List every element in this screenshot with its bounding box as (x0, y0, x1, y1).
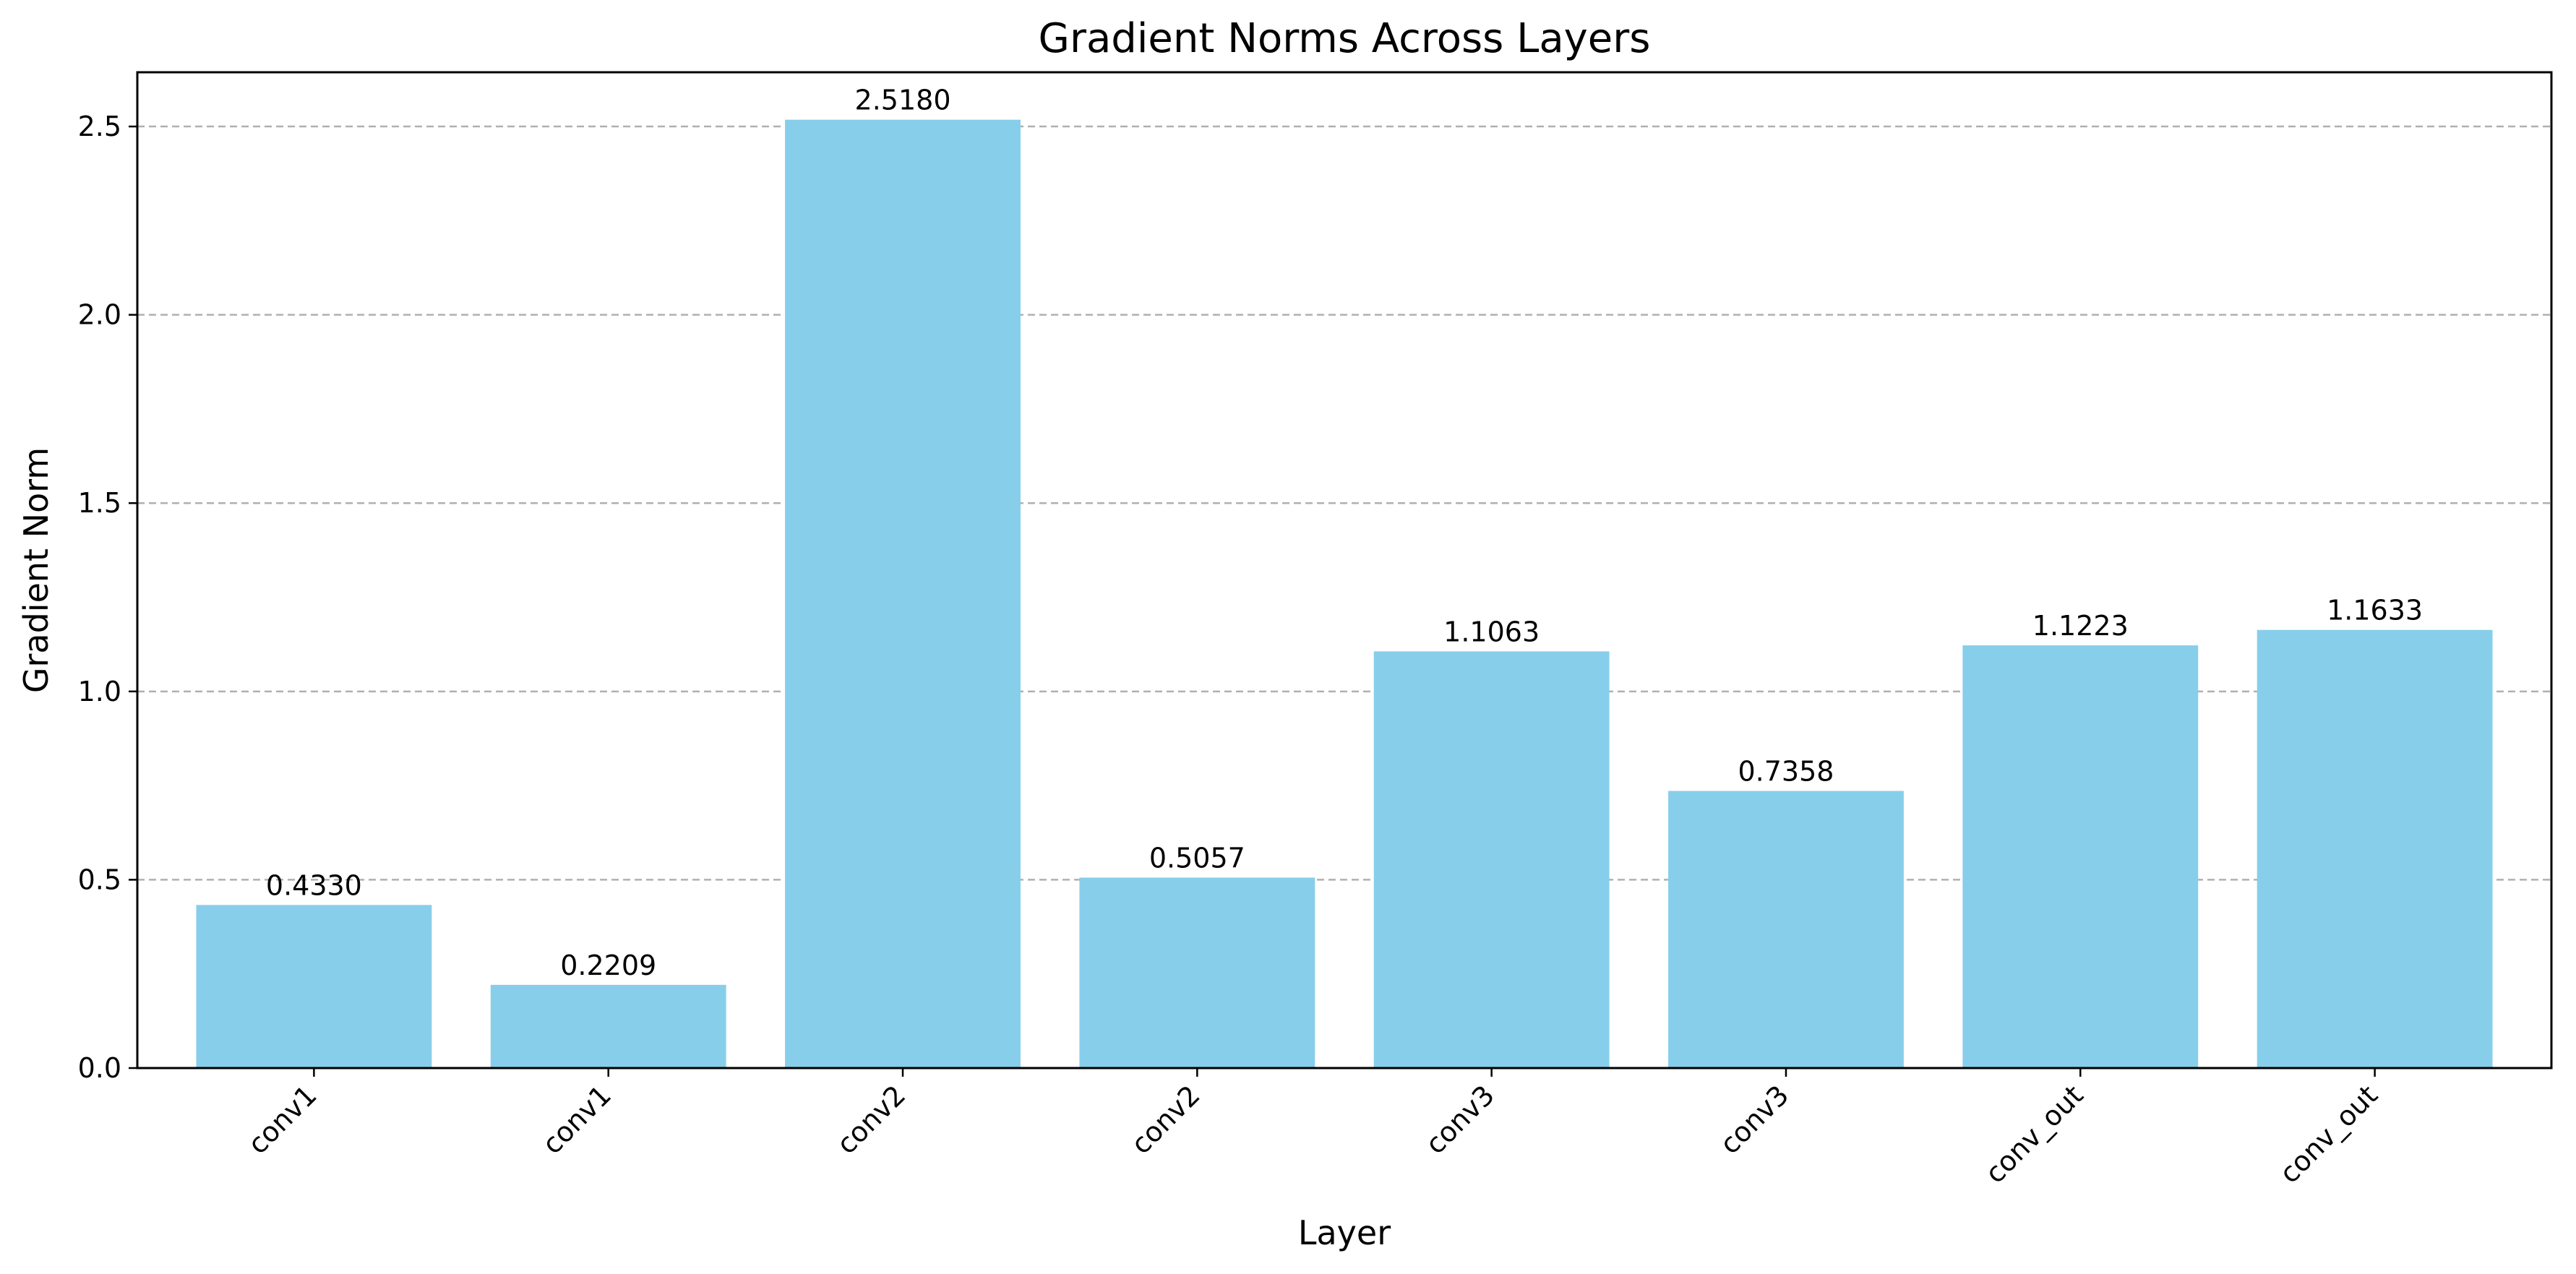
bar-value-label: 1.1063 (1443, 616, 1540, 647)
bar (196, 905, 432, 1068)
plot-area-frame (136, 71, 2553, 1069)
x-tick-label: conv1 (241, 1079, 322, 1160)
bar-value-label: 0.7358 (1738, 756, 1834, 788)
bar-value-label: 1.1633 (2327, 595, 2423, 627)
y-axis-label: Gradient Norm (17, 447, 56, 693)
x-tick-label: conv1 (536, 1079, 617, 1160)
bar (1668, 791, 1904, 1068)
bar-value-label: 0.5057 (1149, 842, 1245, 874)
x-tick-label: conv_out (1979, 1079, 2090, 1189)
x-tick-label: conv2 (830, 1079, 911, 1160)
x-tick-label: conv3 (1714, 1079, 1795, 1160)
y-tick-label: 0.5 (78, 864, 121, 895)
bar (2257, 629, 2493, 1068)
y-tick-label: 1.0 (78, 676, 121, 707)
y-tick-label: 0.0 (78, 1052, 121, 1084)
chart-title: Gradient Norms Across Layers (1039, 15, 1651, 62)
y-axis-ticks: 0.0 0.5 1.0 1.5 2.0 2.5 (78, 111, 137, 1084)
bar-value-label: 1.1223 (2032, 610, 2129, 642)
x-tick-label: conv_out (2273, 1079, 2384, 1189)
bars (196, 119, 2493, 1068)
y-gridlines (137, 125, 2551, 881)
bar-value-label: 0.4330 (266, 869, 362, 901)
x-tick-label: conv2 (1125, 1079, 1206, 1160)
y-tick-label: 2.5 (78, 111, 121, 142)
bar (1079, 877, 1315, 1068)
bar (1962, 645, 2199, 1068)
y-tick-label: 1.5 (78, 487, 121, 519)
bar (1373, 651, 1610, 1068)
x-tick-label: conv3 (1420, 1079, 1500, 1160)
bar-value-label: 0.2209 (560, 950, 656, 981)
y-tick-label: 2.0 (78, 299, 121, 331)
bar-value-label: 2.5180 (855, 85, 951, 116)
bar (785, 119, 1021, 1068)
x-axis-ticks: conv1 conv1 conv2 conv2 conv3 conv3 conv_out co… (241, 1068, 2384, 1189)
bar (490, 984, 726, 1068)
bar-value-labels: 0.4330 0.2209 2.5180 0.5057 1.1063 0.7358 1.12… (266, 85, 2423, 981)
x-axis-label: Layer (1298, 1213, 1391, 1252)
